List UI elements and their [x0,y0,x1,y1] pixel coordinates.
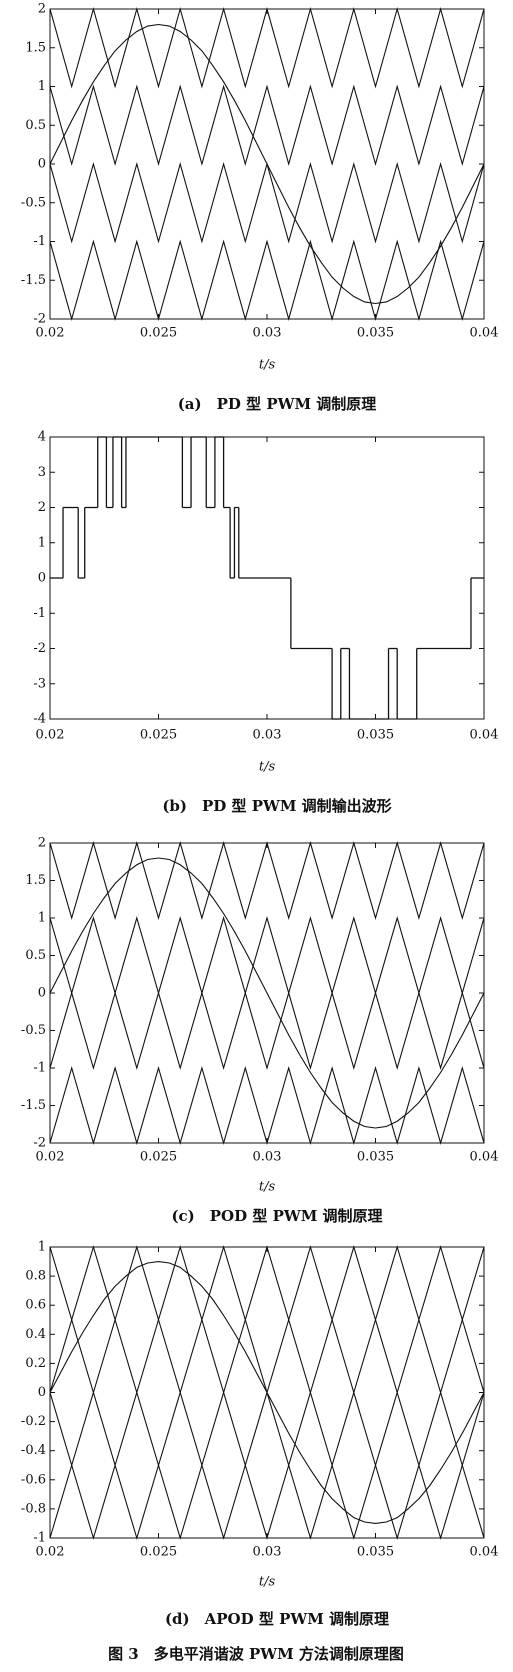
y-tick-label: 0 [38,986,46,1001]
y-tick-label: 0.8 [25,1269,46,1284]
figure-caption: 图 3 多电平消谐波 PWM 方法调制原理图 [108,1645,404,1663]
x-axis-label: t/s [259,760,276,775]
y-tick-label: -0.4 [21,1443,46,1458]
y-tick-label: 0.2 [25,1356,46,1371]
x-tick-label: 0.02 [36,1545,65,1560]
y-tick-label: -1.5 [21,273,46,288]
waveform [49,23,485,305]
x-tick-label: 0.03 [253,1545,282,1560]
x-tick-label: 0.025 [140,1545,177,1560]
y-tick-label: -3 [33,676,46,691]
waveform [49,1260,485,1525]
x-tick-label: 0.04 [470,326,499,341]
waveform [49,1463,485,1540]
waveform [49,916,485,995]
y-tick-label: 1 [38,1240,46,1255]
y-tick-label: 0.6 [25,1298,46,1313]
y-tick-label: -0.6 [21,1472,46,1487]
waveform [49,991,485,1070]
y-tick-label: 1 [38,911,46,926]
x-tick-label: 0.035 [357,1545,394,1560]
x-tick-label: 0.035 [357,1150,394,1165]
x-tick-label: 0.03 [253,1150,282,1165]
y-tick-label: 2 [38,2,46,17]
y-tick-label: 0.4 [25,1327,46,1342]
y-tick-label: -0.2 [21,1414,46,1429]
x-tick-label: 0.035 [357,326,394,341]
waveform [49,1066,485,1145]
y-tick-label: -0.8 [21,1501,46,1516]
y-tick-label: -1 [33,1061,46,1076]
y-tick-label: 4 [38,430,46,445]
x-axis-label: t/s [259,1575,276,1590]
x-tick-label: 0.03 [253,728,282,743]
y-tick-label: 2 [38,836,46,851]
y-tick-label: 2 [38,500,46,515]
y-tick-label: 1.5 [25,40,46,55]
x-tick-label: 0.025 [140,728,177,743]
x-axis-label: t/s [259,358,276,373]
x-tick-label: 0.04 [470,728,499,743]
y-tick-label: -0.5 [21,1023,46,1038]
y-tick-label: -2 [33,1136,46,1151]
waveform [49,841,485,920]
subplot-caption: (a) PD 型 PWM 调制原理 [178,395,377,413]
x-tick-label: 0.025 [140,1150,177,1165]
y-tick-label: -1 [33,1531,46,1546]
x-axis-label: t/s [259,1180,276,1195]
y-tick-label: 0 [38,157,46,172]
waveform [49,1390,485,1468]
y-tick-label: -1 [33,234,46,249]
y-tick-label: 0 [38,1385,46,1400]
y-tick-label: 0.5 [25,948,46,963]
y-tick-label: 0.5 [25,118,46,133]
y-tick-label: 3 [38,465,46,480]
y-tick-label: 1 [38,79,46,94]
waveform [49,857,485,1129]
waveform [49,1317,485,1395]
y-tick-label: 0 [38,571,46,586]
subplot-caption: (d) APOD 型 PWM 调制原理 [165,1610,389,1628]
y-tick-label: -2 [33,312,46,327]
y-tick-label: -0.5 [21,195,46,210]
y-tick-label: 1.5 [25,873,46,888]
subplot-caption: (c) POD 型 PWM 调制原理 [171,1207,382,1225]
x-tick-label: 0.02 [36,326,65,341]
x-tick-label: 0.035 [357,728,394,743]
y-tick-label: -4 [33,712,46,727]
y-tick-label: -1.5 [21,1098,46,1113]
waveform [49,6,485,89]
x-tick-label: 0.02 [36,728,65,743]
y-tick-label: -2 [33,641,46,656]
x-tick-label: 0.04 [470,1150,499,1165]
waveform [49,161,485,244]
waveform [49,84,485,167]
x-tick-label: 0.03 [253,326,282,341]
x-tick-label: 0.025 [140,326,177,341]
y-tick-label: -1 [33,606,46,621]
subplot-caption: (b) PD 型 PWM 调制输出波形 [162,797,391,815]
waveform [49,239,485,322]
y-tick-label: 1 [38,535,46,550]
x-tick-label: 0.04 [470,1545,499,1560]
waveform [49,1245,485,1322]
x-tick-label: 0.02 [36,1150,65,1165]
